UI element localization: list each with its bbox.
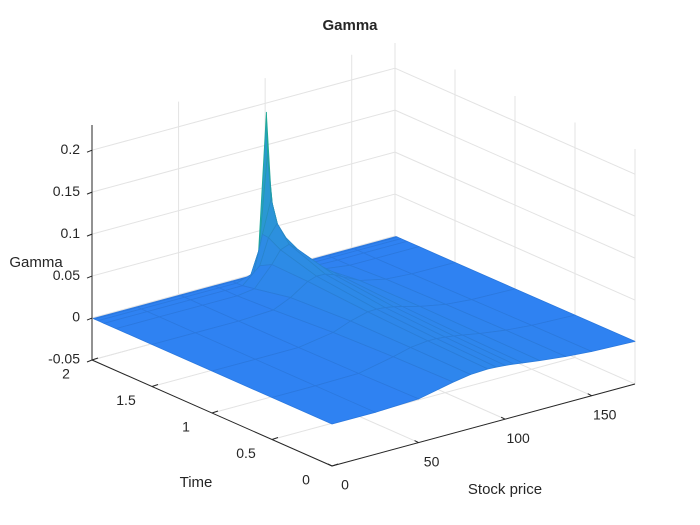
grid-line [271,357,576,440]
x-tick [500,416,506,420]
z-tick-label: 0.1 [61,225,81,241]
z-axis-label: Gamma [9,254,63,271]
z-tick-label: 0 [72,309,80,325]
x-axis [331,383,636,467]
x-tick-label: 100 [506,430,530,446]
z-tick-label: -0.05 [48,351,80,367]
x-tick [327,463,333,467]
x-tick [587,393,592,397]
grid-line [91,109,396,193]
grid-line [394,109,636,217]
grid-line [394,151,636,259]
y-tick-label: 1.5 [116,392,136,408]
z-tick-label: 0.05 [53,267,80,283]
y-axis-label: Time [180,474,213,491]
grid-line [91,151,396,235]
surface-patch [271,385,376,425]
z-tick [86,359,93,363]
z-tick [86,191,93,195]
y-tick [271,437,279,440]
y-tick-label: 0.5 [236,445,256,461]
grid-line [91,193,396,277]
grid-line [91,235,396,319]
y-tick-label: 0 [302,472,310,488]
z-tick-label: 0.15 [53,183,80,199]
y-tick-label: 2 [62,366,70,382]
chart-title: Gamma [322,17,378,34]
y-tick [151,384,159,387]
y-tick [211,410,219,414]
grid-line [394,67,636,175]
x-tick [414,440,419,444]
z-tick [86,275,93,279]
x-tick-label: 0 [341,477,349,493]
x-axis-label: Stock price [468,481,542,498]
y-tick-label: 1 [182,419,190,435]
z-tick [86,317,93,321]
grid-line [394,193,636,301]
z-tick [86,149,93,153]
y-tick [91,357,99,361]
z-tick-label: 0.2 [61,141,81,157]
z-tick [86,233,93,237]
y-tick [331,463,339,467]
x-tick-label: 150 [593,406,617,422]
x-tick-label: 50 [424,453,440,469]
grid-line [91,67,396,151]
